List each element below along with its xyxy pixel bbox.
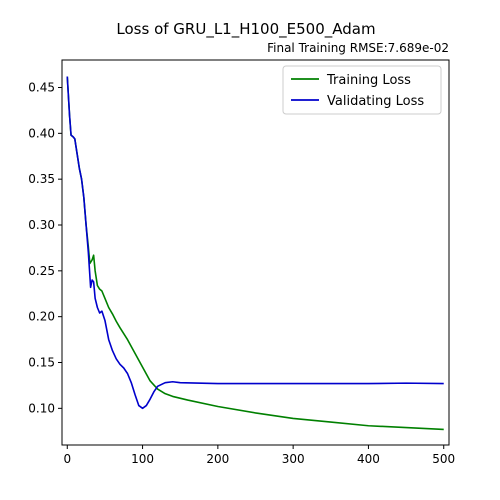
y-tick-label: 0.15 xyxy=(28,356,55,370)
series-line-validating-loss xyxy=(66,76,444,410)
legend-entry: Validating Loss xyxy=(327,94,424,109)
plot-area: 0 100 200 300 400 500 0.10 0.15 0.20 0.25 0.30 0.35… xyxy=(28,59,455,466)
x-tick-label: 500 xyxy=(432,452,455,466)
x-tick-label: 400 xyxy=(357,452,380,466)
y-tick-label: 0.40 xyxy=(28,126,55,140)
y-tick-label: 0.25 xyxy=(28,264,55,278)
chart-subtitle: Final Training RMSE:7.689e-02 xyxy=(267,41,449,55)
x-tick-label: 200 xyxy=(206,452,229,466)
y-tick-label: 0.30 xyxy=(28,218,55,232)
axes-frame xyxy=(61,59,450,446)
legend-entry: Training Loss xyxy=(326,73,411,88)
y-tick-label: 0.45 xyxy=(28,81,55,95)
y-tick-label: 0.35 xyxy=(28,172,55,186)
legend-box xyxy=(282,65,442,115)
y-tick-label: 0.10 xyxy=(28,401,55,415)
x-tick-label: 100 xyxy=(131,452,154,466)
x-tick-label: 0 xyxy=(63,452,71,466)
x-tick-label: 300 xyxy=(282,452,305,466)
chart-title: Loss of GRU_L1_H100_E500_Adam xyxy=(116,20,375,39)
y-tick-label: 0.20 xyxy=(28,310,55,324)
